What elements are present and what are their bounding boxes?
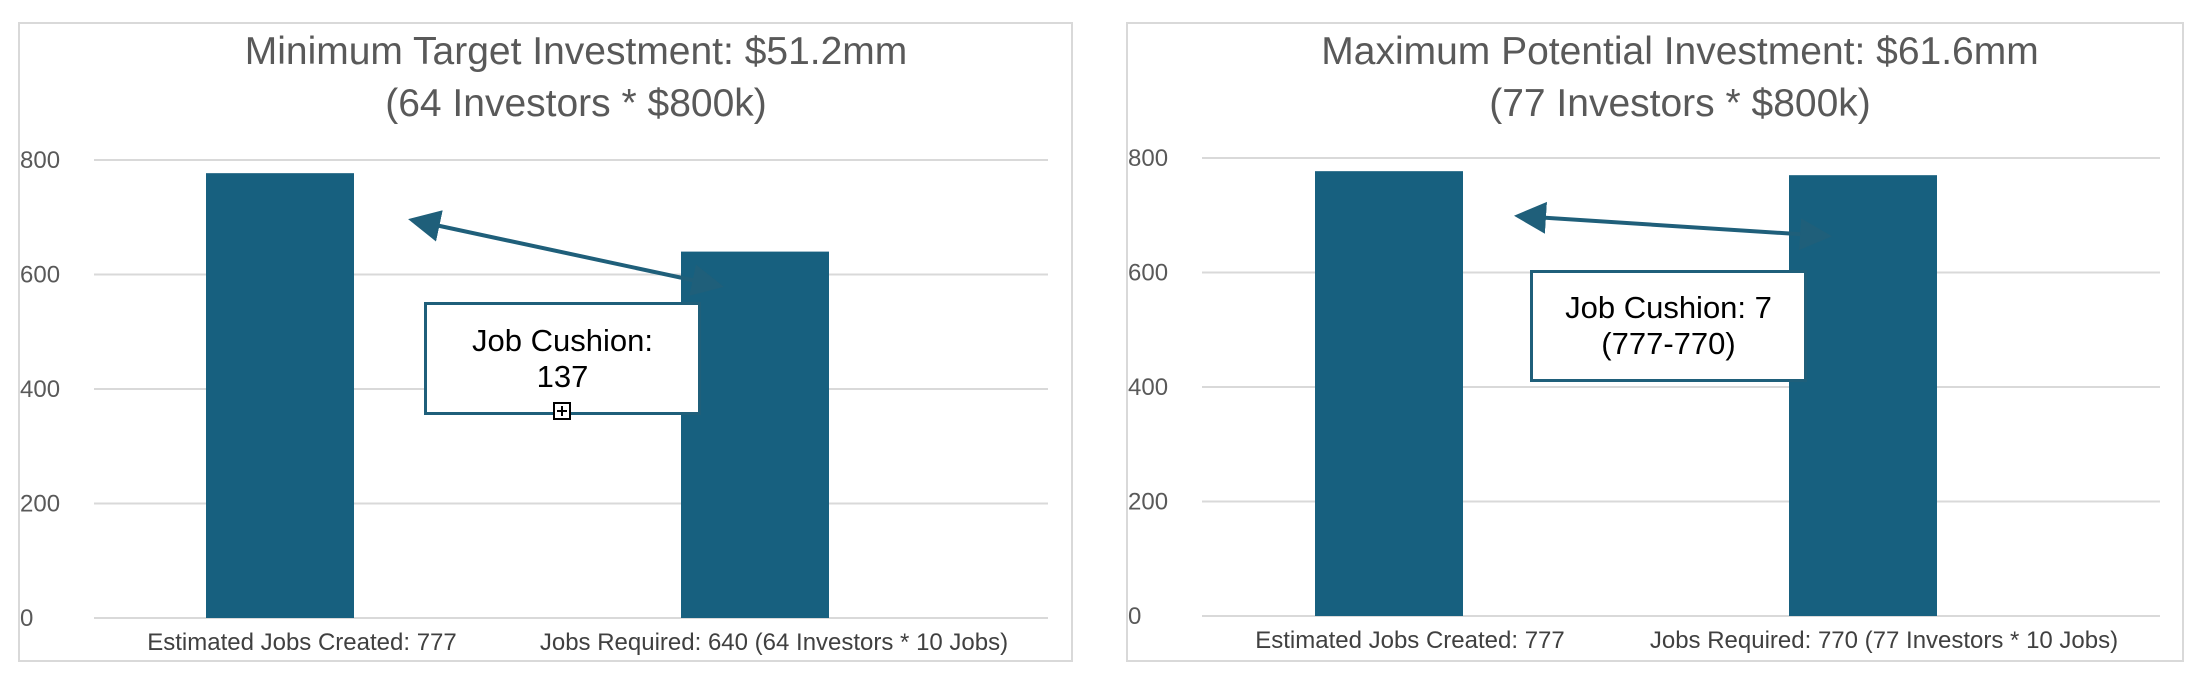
job-cushion-line-1: Job Cushion: 7: [1565, 290, 1772, 325]
y-tick-label: 200: [1128, 489, 1168, 516]
chart-title-line-2: (77 Investors * $800k): [1489, 82, 1871, 125]
job-cushion-line-2: (777-770): [1601, 326, 1736, 361]
job-cushion-textbox[interactable]: Job Cushion: 137: [424, 302, 701, 415]
chart-panel-max: Maximum Potential Investment: $61.6mm (7…: [1126, 22, 2184, 662]
job-cushion-line-1: Job Cushion:: [472, 322, 653, 358]
y-tick-label: 200: [20, 491, 60, 518]
bar-1[interactable]: [681, 251, 829, 618]
bars: [1315, 171, 1937, 617]
x-category-label: Estimated Jobs Created: 777: [1255, 627, 1565, 654]
y-axis-ticks: 0 200 400 600 800: [1128, 145, 1168, 630]
y-tick-label: 800: [1128, 145, 1168, 172]
chart-svg-max: Maximum Potential Investment: $61.6mm (7…: [1128, 30, 2160, 654]
y-tick-label: 600: [1128, 260, 1168, 287]
chart-title-line-1: Maximum Potential Investment: $61.6mm: [1321, 30, 2038, 73]
y-tick-label: 400: [1128, 374, 1168, 401]
job-cushion-line-2: 137: [536, 358, 589, 394]
x-axis-categories: Estimated Jobs Created: 777 Jobs Required…: [1255, 627, 2118, 654]
y-axis-ticks: 0 200 400 600 800: [20, 147, 60, 632]
chart-svg-min: Minimum Target Investment: $51.2mm (64 I…: [20, 30, 1048, 656]
x-category-label: Jobs Required: 770 (77 Investors * 10 Jo…: [1650, 627, 2118, 654]
bar-1[interactable]: [1789, 175, 1937, 617]
x-category-label: Jobs Required: 640 (64 Investors * 10 Jo…: [540, 629, 1008, 656]
bar-0[interactable]: [1315, 171, 1463, 617]
chart-title-line-1: Minimum Target Investment: $51.2mm: [245, 30, 908, 73]
bar-0[interactable]: [206, 173, 354, 619]
y-tick-label: 400: [20, 376, 60, 403]
cushion-arrow: [408, 210, 724, 296]
y-tick-label: 600: [20, 262, 60, 289]
job-cushion-textbox[interactable]: Job Cushion: 7 (777-770): [1530, 270, 1807, 382]
y-tick-label: 0: [20, 605, 33, 632]
chart-panel-min: Minimum Target Investment: $51.2mm (64 I…: [18, 22, 1073, 662]
chart-title-line-2: (64 Investors * $800k): [385, 82, 767, 125]
y-tick-label: 800: [20, 147, 60, 174]
bars: [206, 173, 829, 619]
move-handle-icon[interactable]: [553, 402, 571, 420]
cushion-arrow: [1514, 201, 1832, 251]
x-category-label: Estimated Jobs Created: 777: [147, 629, 457, 656]
x-axis-categories: Estimated Jobs Created: 777 Jobs Required…: [147, 629, 1008, 656]
y-tick-label: 0: [1128, 603, 1141, 630]
